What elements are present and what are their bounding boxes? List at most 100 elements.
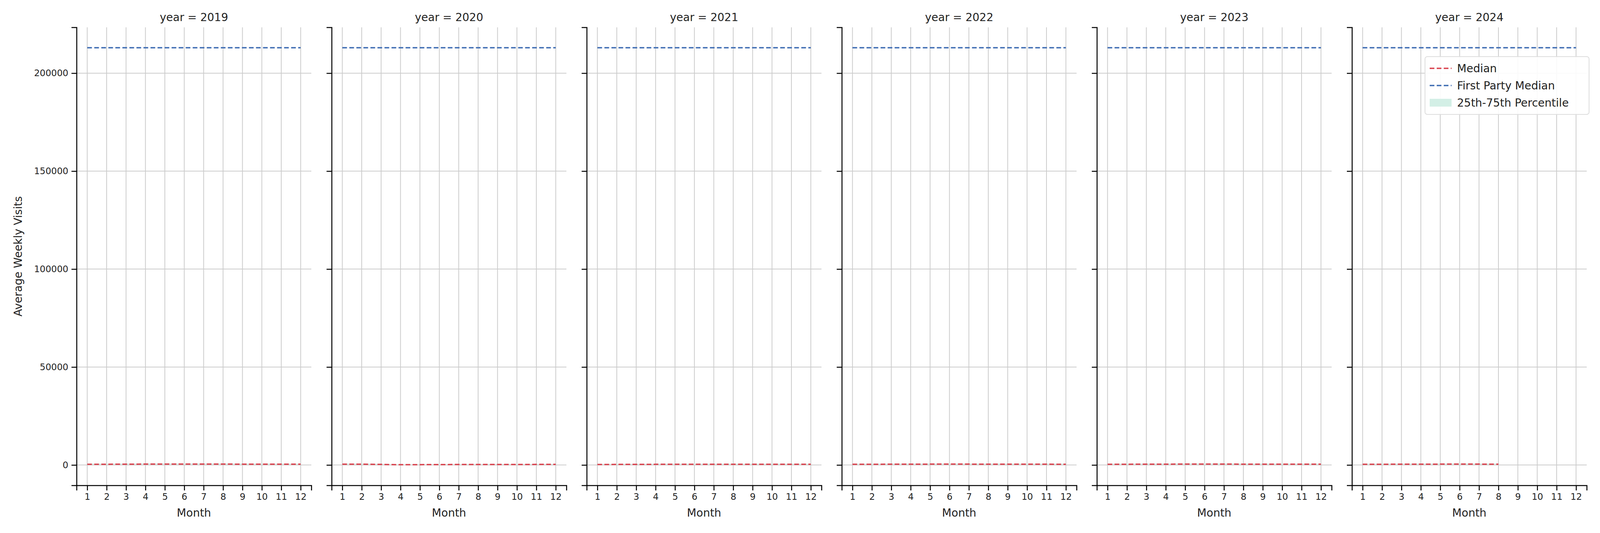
x-tick: 9 bbox=[1005, 485, 1011, 502]
x-tick: 2 bbox=[614, 485, 620, 502]
x-tick-label: 5 bbox=[417, 491, 424, 502]
x-tick: 6 bbox=[691, 485, 698, 502]
y-axis-line bbox=[1346, 27, 1353, 486]
grid-line-y bbox=[586, 170, 822, 172]
x-tick-mark bbox=[616, 485, 618, 491]
x-tick-mark bbox=[125, 485, 127, 491]
x-tick-mark bbox=[280, 485, 283, 491]
grid-line-x bbox=[280, 27, 282, 486]
grid-line-y bbox=[841, 72, 1077, 74]
grid-line-x bbox=[1420, 27, 1422, 486]
series-line bbox=[87, 463, 301, 466]
x-tick-mark bbox=[361, 485, 363, 491]
x-tick: 7 bbox=[456, 485, 463, 502]
x-axis-title: Month bbox=[1197, 506, 1232, 520]
x-axis-line bbox=[842, 485, 1077, 492]
x-axis: 123456789101112 bbox=[587, 485, 822, 502]
x-tick-label: 4 bbox=[398, 491, 404, 502]
y-tick bbox=[836, 73, 842, 74]
y-axis-line bbox=[326, 27, 333, 486]
x-tick-label: 5 bbox=[1182, 491, 1189, 502]
y-axis bbox=[581, 27, 588, 486]
y-tick-mark bbox=[581, 73, 587, 75]
x-tick-mark bbox=[1362, 485, 1364, 491]
x-axis-line bbox=[587, 485, 822, 492]
x-tick-mark bbox=[949, 485, 951, 491]
grid-line-x bbox=[968, 27, 970, 486]
grid-line-y bbox=[1351, 366, 1587, 368]
x-tick: 11 bbox=[1296, 485, 1308, 502]
x-tick-mark bbox=[458, 485, 460, 491]
grid-line-x bbox=[1204, 27, 1206, 486]
x-tick-mark bbox=[1007, 485, 1009, 491]
x-tick-mark bbox=[1575, 485, 1577, 491]
grid-line-x bbox=[929, 27, 931, 486]
grid-line-y bbox=[586, 72, 822, 74]
panel-title: year = 2022 bbox=[925, 10, 994, 24]
x-tick: 10 bbox=[766, 485, 778, 502]
legend: MedianFirst Party Median25th-75th Percen… bbox=[1425, 56, 1590, 115]
x-tick: 1 bbox=[594, 485, 601, 502]
x-tick: 3 bbox=[1143, 485, 1150, 502]
x-tick: 6 bbox=[946, 485, 953, 502]
grid-line-x bbox=[1381, 27, 1383, 486]
x-tick-label: 9 bbox=[239, 491, 246, 502]
y-tick-mark bbox=[581, 464, 587, 467]
x-tick-mark bbox=[516, 485, 518, 491]
x-tick-label: 12 bbox=[550, 491, 562, 502]
grid-line-x bbox=[1242, 27, 1244, 486]
grid-line-x bbox=[86, 27, 88, 486]
x-tick-label: 8 bbox=[730, 491, 737, 502]
x-tick: 8 bbox=[730, 485, 737, 502]
y-tick bbox=[1346, 465, 1352, 466]
y-tick bbox=[836, 465, 842, 466]
x-tick-label: 9 bbox=[1260, 491, 1267, 502]
x-axis-title: Month bbox=[432, 506, 467, 520]
x-tick-label: 11 bbox=[785, 491, 798, 502]
series-line bbox=[1107, 46, 1321, 49]
x-tick-label: 10 bbox=[1276, 491, 1288, 502]
y-tick bbox=[836, 367, 842, 368]
x-tick: 6 bbox=[436, 485, 443, 502]
x-tick-mark bbox=[791, 485, 793, 491]
y-tick: 100000 bbox=[33, 264, 77, 275]
grid-line-y bbox=[1096, 72, 1332, 74]
grid-line-x bbox=[713, 27, 715, 486]
series-line bbox=[1362, 463, 1499, 466]
x-tick: 12 bbox=[1570, 485, 1583, 502]
x-tick: 10 bbox=[1531, 485, 1543, 502]
y-axis: 050000100000150000200000 bbox=[33, 27, 77, 486]
plot-area bbox=[342, 47, 556, 465]
x-tick-mark bbox=[810, 485, 812, 491]
grid-line-x bbox=[1046, 27, 1047, 486]
x-tick-label: 3 bbox=[1143, 491, 1150, 502]
x-tick-mark bbox=[1046, 485, 1048, 491]
percentile-band bbox=[1107, 463, 1321, 465]
y-tick-mark bbox=[1346, 171, 1352, 173]
series-line bbox=[852, 46, 1066, 49]
x-tick-mark bbox=[400, 485, 402, 491]
x-tick-mark bbox=[1517, 485, 1519, 491]
grid-line-y bbox=[841, 170, 1077, 172]
x-tick-mark bbox=[1165, 485, 1167, 491]
grid-line-y bbox=[1351, 170, 1587, 172]
grid bbox=[1096, 27, 1332, 486]
x-tick: 5 bbox=[162, 485, 168, 502]
x-tick: 1 bbox=[84, 485, 91, 502]
x-tick-mark bbox=[1381, 485, 1383, 491]
x-tick: 10 bbox=[256, 485, 268, 502]
y-tick: 150000 bbox=[33, 166, 77, 177]
x-tick-label: 10 bbox=[511, 491, 523, 502]
panel-title: year = 2019 bbox=[159, 10, 229, 24]
x-tick: 8 bbox=[1495, 485, 1502, 502]
x-tick-mark bbox=[1107, 485, 1109, 491]
y-tick bbox=[1091, 367, 1097, 368]
y-tick-mark bbox=[581, 171, 587, 173]
percentile-band bbox=[852, 463, 1066, 465]
x-tick: 5 bbox=[1437, 485, 1444, 502]
panel-title: year = 2021 bbox=[669, 10, 739, 24]
y-tick-mark bbox=[836, 366, 842, 368]
x-tick: 10 bbox=[511, 485, 523, 502]
panel: 123456789101112050000100000150000200000y… bbox=[11, 10, 312, 520]
x-tick: 3 bbox=[1398, 485, 1405, 502]
